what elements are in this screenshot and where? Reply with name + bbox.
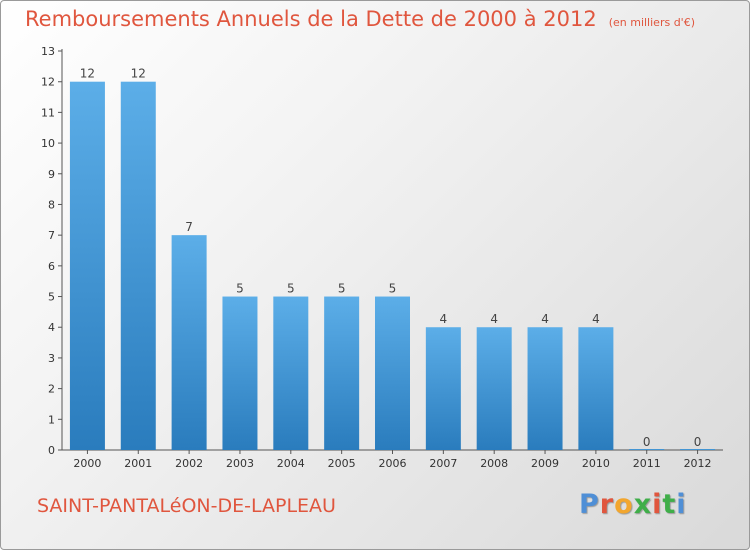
x-tick-label: 2008 bbox=[480, 457, 508, 470]
bar-2008 bbox=[476, 327, 512, 450]
data-label: 5 bbox=[236, 282, 244, 296]
x-tick-label: 2000 bbox=[73, 457, 101, 470]
data-label: 4 bbox=[541, 312, 549, 326]
bar-2003 bbox=[222, 296, 258, 450]
chart-unit: (en milliers d'€) bbox=[608, 16, 695, 29]
bar-2011 bbox=[629, 449, 665, 450]
data-label: 4 bbox=[490, 312, 498, 326]
data-label: 5 bbox=[287, 282, 295, 296]
y-tick-label: 2 bbox=[48, 383, 55, 396]
bar-2005 bbox=[324, 296, 360, 450]
data-label: 0 bbox=[643, 435, 651, 449]
bar-2010 bbox=[578, 327, 614, 450]
y-tick-label: 0 bbox=[48, 444, 55, 457]
bar-2006 bbox=[375, 296, 410, 450]
y-tick-label: 11 bbox=[41, 106, 55, 119]
x-tick-label: 2012 bbox=[684, 457, 712, 470]
y-tick-label: 3 bbox=[48, 352, 55, 365]
data-label: 12 bbox=[131, 67, 146, 81]
y-tick-label: 8 bbox=[48, 198, 55, 211]
x-tick-label: 2004 bbox=[277, 457, 305, 470]
y-tick-label: 9 bbox=[48, 168, 55, 181]
bar-2007 bbox=[425, 327, 461, 450]
y-tick-label: 5 bbox=[48, 291, 55, 304]
data-label: 12 bbox=[80, 67, 95, 81]
bar-2000 bbox=[69, 81, 105, 450]
y-tick-label: 6 bbox=[48, 260, 55, 273]
chart-title: Remboursements Annuels de la Dette de 20… bbox=[25, 7, 695, 31]
x-tick-label: 2010 bbox=[582, 457, 610, 470]
data-label: 0 bbox=[694, 435, 702, 449]
data-label: 5 bbox=[389, 282, 397, 296]
x-tick-label: 2005 bbox=[328, 457, 356, 470]
data-label: 4 bbox=[592, 312, 600, 326]
data-label: 7 bbox=[185, 220, 193, 234]
x-tick-label: 2003 bbox=[226, 457, 254, 470]
y-tick-label: 12 bbox=[41, 76, 55, 89]
x-tick-label: 2001 bbox=[124, 457, 152, 470]
chart-title-text: Remboursements Annuels de la Dette de 20… bbox=[25, 7, 597, 31]
y-tick-label: 4 bbox=[48, 321, 55, 334]
proxiti-logo: Proxiti bbox=[579, 489, 687, 520]
bar-2009 bbox=[527, 327, 563, 450]
x-tick-label: 2006 bbox=[379, 457, 407, 470]
bar-2001 bbox=[120, 81, 156, 450]
x-tick-label: 2011 bbox=[633, 457, 661, 470]
data-label: 4 bbox=[440, 312, 448, 326]
x-tick-label: 2009 bbox=[531, 457, 559, 470]
bar-2004 bbox=[273, 296, 309, 450]
bar-2012 bbox=[680, 449, 716, 450]
y-tick-label: 13 bbox=[41, 45, 55, 58]
y-tick-label: 1 bbox=[48, 413, 55, 426]
commune-name: SAINT-PANTALéON-DE-LAPLEAU bbox=[37, 495, 336, 517]
x-tick-label: 2002 bbox=[175, 457, 203, 470]
data-label: 5 bbox=[338, 282, 346, 296]
x-tick-label: 2007 bbox=[429, 457, 457, 470]
bar-2002 bbox=[171, 235, 207, 450]
y-tick-label: 7 bbox=[48, 229, 55, 242]
y-tick-label: 10 bbox=[41, 137, 55, 150]
